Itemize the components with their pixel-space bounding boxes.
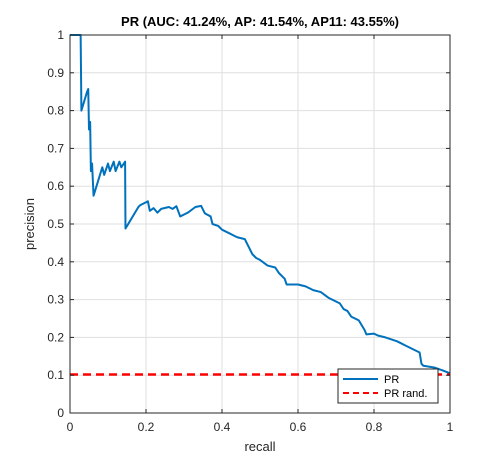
y-tick-label: 0.8 xyxy=(47,104,64,118)
x-tick-label: 0.2 xyxy=(138,420,155,434)
y-tick-label: 0.7 xyxy=(47,141,64,155)
x-tick-label: 1 xyxy=(447,420,454,434)
y-tick-label: 0.1 xyxy=(47,368,64,382)
legend: PR PR rand. xyxy=(337,368,439,404)
y-tick-label: 0.3 xyxy=(47,293,64,307)
legend-box xyxy=(337,368,439,404)
x-tick-label: 0.4 xyxy=(214,420,231,434)
x-tick-label: 0.6 xyxy=(290,420,307,434)
y-tick-label: 0.5 xyxy=(47,217,64,231)
y-tick-label: 0 xyxy=(57,406,64,420)
y-tick-label: 0.6 xyxy=(47,179,64,193)
y-tick-label: 0.9 xyxy=(47,66,64,80)
y-tick-label: 0.2 xyxy=(47,330,64,344)
legend-label: PR xyxy=(384,374,399,386)
legend-label: PR rand. xyxy=(384,388,427,400)
x-axis-label: recall xyxy=(244,439,275,454)
y-tick-label: 1 xyxy=(57,28,64,42)
grid-lines xyxy=(70,35,450,413)
chart-title: PR (AUC: 41.24%, AP: 41.54%, AP11: 43.55… xyxy=(121,14,399,29)
series-line-pr xyxy=(70,34,451,375)
y-axis-label: precision xyxy=(22,198,37,250)
x-tick-label: 0.8 xyxy=(366,420,383,434)
x-tick-label: 0 xyxy=(67,420,74,434)
y-tick-label: 0.4 xyxy=(47,255,64,269)
axis-ticks: 0 0.2 0.4 0.6 0.8 1 0 0.1 0.2 0.3 0.4 0.5 0.6 0.7 0.8 0… xyxy=(47,28,453,434)
